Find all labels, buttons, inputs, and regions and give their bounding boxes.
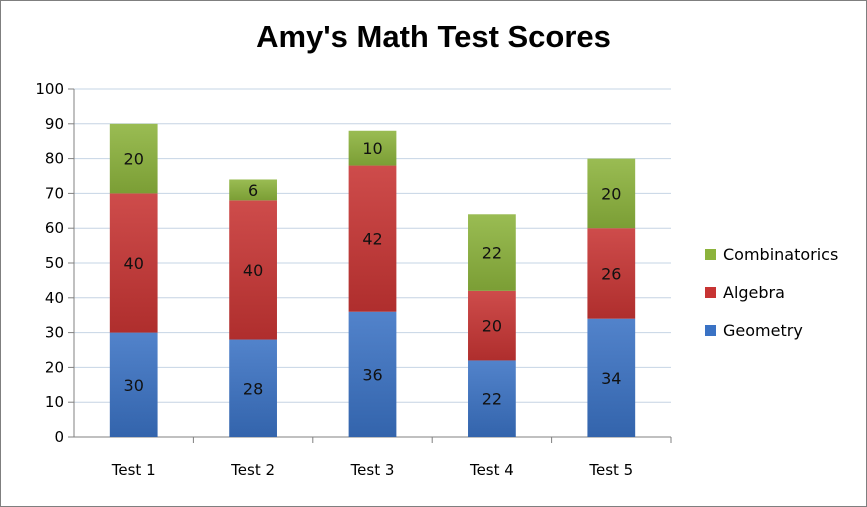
- data-label: 22: [482, 390, 502, 409]
- data-label: 20: [482, 317, 502, 336]
- bar-geometry-4: [468, 360, 516, 437]
- y-tick-label: 20: [45, 358, 64, 376]
- x-tick-label: Test 4: [469, 461, 514, 479]
- bar-algebra-5: [587, 228, 636, 319]
- legend-item: Algebra: [705, 273, 838, 311]
- chart-title: Amy's Math Test Scores: [256, 19, 611, 54]
- data-label: 22: [482, 244, 502, 263]
- y-tick-label: 30: [45, 324, 64, 342]
- y-tick-label: 60: [45, 219, 64, 237]
- data-label: 28: [243, 379, 263, 398]
- data-label: 20: [601, 184, 621, 203]
- data-label: 26: [601, 264, 621, 283]
- data-label: 30: [124, 376, 144, 395]
- data-label: 36: [362, 365, 382, 384]
- x-tick-label: Test 3: [350, 461, 395, 479]
- y-tick-label: 80: [45, 150, 64, 168]
- y-tick-label: 100: [35, 80, 64, 98]
- bar-algebra-4: [468, 290, 516, 361]
- legend-label: Geometry: [723, 320, 803, 340]
- y-tick-label: 0: [54, 428, 64, 446]
- data-label: 10: [362, 139, 382, 158]
- legend-swatch: [705, 248, 716, 260]
- data-label: 40: [243, 261, 263, 280]
- bar-combinatorics-3: [348, 130, 397, 166]
- data-label: 6: [248, 181, 258, 200]
- data-label: 20: [124, 150, 144, 169]
- y-tick-label: 70: [45, 184, 64, 202]
- bar-combinatorics-2: [229, 179, 277, 201]
- bar-geometry-5: [587, 318, 636, 437]
- legend-swatch: [705, 286, 716, 298]
- legend-item: Geometry: [705, 311, 838, 349]
- y-tick-label: 90: [45, 115, 64, 133]
- legend-item: Combinatorics: [705, 235, 838, 273]
- x-tick-label: Test 1: [111, 461, 156, 479]
- legend: Combinatorics Algebra Geometry: [705, 235, 838, 349]
- bar-geometry-1: [109, 332, 158, 437]
- bar-algebra-2: [229, 200, 277, 340]
- bar-algebra-3: [348, 165, 397, 312]
- y-tick-label: 50: [45, 254, 64, 272]
- data-label: 42: [362, 230, 382, 249]
- legend-label: Combinatorics: [723, 244, 839, 264]
- legend-label: Algebra: [723, 282, 785, 302]
- legend-swatch: [705, 324, 716, 336]
- data-label: 40: [124, 254, 144, 273]
- bar-combinatorics-4: [468, 214, 516, 291]
- bar-geometry-3: [348, 311, 397, 437]
- bar-geometry-2: [229, 339, 277, 437]
- y-tick-label: 10: [45, 393, 64, 411]
- y-tick-label: 40: [45, 289, 64, 307]
- data-label: 34: [601, 369, 621, 388]
- x-tick-label: Test 5: [588, 461, 633, 479]
- bar-algebra-1: [109, 193, 158, 333]
- bar-combinatorics-1: [109, 123, 158, 194]
- bar-combinatorics-5: [587, 158, 636, 229]
- x-tick-label: Test 2: [230, 461, 275, 479]
